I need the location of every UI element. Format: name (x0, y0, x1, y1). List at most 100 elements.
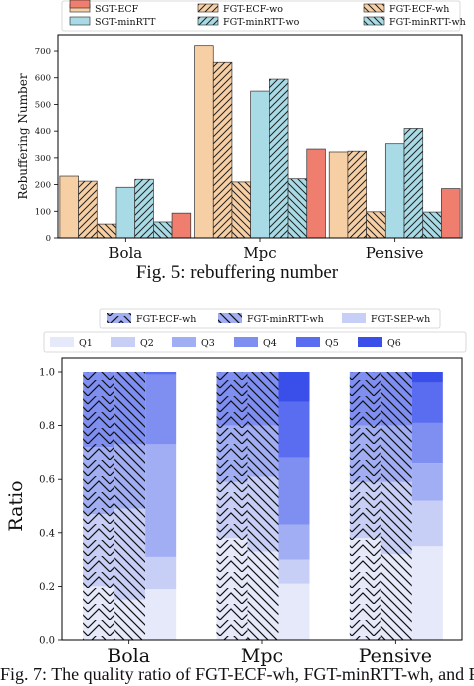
legend-hatch-fgt-ecf-wo (198, 4, 218, 12)
group-hatch-fgt-minrtt-wh (218, 313, 242, 323)
seg-mpc-fgt-sep-wh-q6 (278, 372, 310, 402)
level-label-q5: Q5 (325, 338, 339, 349)
rebuffering-chart: SGT-ECF FGT-ECF-wo FGT-ECF-wh SGT-minRTT FGT… (16, 0, 466, 262)
bar-mpc-sgt-ecf (194, 45, 214, 239)
seg-pensive-fgt-sep-wh-q1 (411, 546, 443, 640)
level-label-q3: Q3 (201, 338, 215, 349)
seg-mpc-fgt-sep-wh-q3 (278, 524, 310, 560)
fig5-legend: SGT-ECF FGT-ECF-wo FGT-ECF-wh SGT-minRTT FGT… (61, 0, 466, 32)
bar-hatch-pensive-fgt-ecf-wh (366, 211, 386, 238)
x-tick-label-pensive: Pensive (366, 244, 424, 262)
group-label-fgt-sep-wh: FGT-SEP-wh (371, 314, 430, 325)
bar-hatch-bola-fgt-ecf-wh (83, 372, 115, 640)
y-tick-label-0: 0 (46, 234, 51, 244)
bar-bola-sgt-minrtt (115, 186, 136, 239)
fig5-y-axis-label: Rebuffering Number (16, 73, 30, 199)
y-tick-label-600: 600 (35, 74, 51, 84)
seg-bola-fgt-sep-wh-q4 (145, 374, 177, 445)
bar-hatch-bola-fgt-ecf-wh (97, 224, 116, 238)
bar-hatch-pensive-fgt-minrtt-wh (380, 372, 412, 640)
seg-mpc-fgt-sep-wh-q4 (278, 457, 310, 525)
seg-bola-fgt-sep-wh-q3 (145, 444, 177, 557)
x-tick-label-mpc: Mpc (243, 244, 276, 262)
group-swatch-fgt-sep-wh (342, 313, 366, 323)
level-label-q4: Q4 (263, 338, 277, 349)
level-label-q1: Q1 (79, 338, 93, 349)
legend-label-fgt-ecf-wh: FGT-ECF-wh (389, 4, 449, 15)
seg-pensive-fgt-sep-wh-q5 (411, 382, 443, 423)
bar-pensive-sgt-ecf (328, 151, 349, 239)
figure-7-caption: Fig. 7: The quality ratio of FGT-ECF-wh,… (0, 664, 474, 684)
legend-label-fgt-minrtt-wh: FGT-minRTT-wh (389, 17, 466, 28)
y-tick-label-700: 700 (35, 47, 51, 57)
fig7-x-tick-label-mpc: Mpc (241, 645, 283, 667)
legend-swatch-fgt-sep-wh (69, 0, 91, 9)
bar-hatch-mpc-fgt-ecf-wh (216, 372, 248, 640)
level-swatch-q1 (50, 337, 74, 347)
level-swatch-q4 (234, 337, 258, 347)
legend-label-sgt-minrtt: SGT-minRTT (95, 17, 156, 28)
fig7-y-tick-label-0.4: 0.4 (39, 528, 55, 539)
bar-hatch-bola-fgt-minrtt-wh (153, 221, 173, 238)
bar-bola-sgt-ecf (59, 175, 79, 239)
level-label-q6: Q6 (387, 338, 401, 349)
y-tick-label-200: 200 (35, 181, 51, 191)
bar-hatch-bola-fgt-minrtt-wo (134, 179, 154, 238)
fig7-legend: FGT-ECF-wh FGT-minRTT-wh FGT-SEP-wh Q1 Q2 Q3 Q… (43, 308, 467, 353)
seg-pensive-fgt-sep-wh-q3 (411, 463, 443, 501)
level-swatch-q6 (358, 337, 382, 347)
seg-bola-fgt-sep-wh-q1 (145, 589, 177, 640)
seg-bola-fgt-sep-wh-q2 (145, 556, 177, 590)
bar-hatch-mpc-fgt-minrtt-wh (247, 372, 279, 640)
level-swatch-q3 (172, 337, 196, 347)
fig7-x-tick-label-pensive: Pensive (359, 645, 432, 667)
fig7-plot-frame (61, 357, 463, 641)
seg-pensive-fgt-sep-wh-q2 (411, 500, 443, 547)
seg-mpc-fgt-sep-wh-q2 (278, 559, 310, 584)
seg-mpc-fgt-sep-wh-q5 (278, 401, 310, 458)
fig7-y-tick-label-0.6: 0.6 (39, 475, 55, 486)
y-tick-label-300: 300 (35, 154, 51, 164)
fig7-y-tick-label-0: 0.0 (39, 636, 55, 647)
bar-mpc-sgt-minrtt (250, 90, 270, 239)
legend-hatch-fgt-minrtt-wh (364, 17, 384, 25)
legend-hatch-fgt-minrtt-wo (198, 17, 218, 25)
bar-hatch-mpc-fgt-ecf-wo (213, 62, 232, 238)
seg-pensive-fgt-sep-wh-q4 (411, 422, 443, 464)
bar-hatch-mpc-fgt-minrtt-wh (288, 178, 307, 238)
quality-ratio-chart: FGT-ECF-wh FGT-minRTT-wh FGT-SEP-wh Q1 Q2 Q3 Q… (5, 308, 467, 667)
group-hatch-fgt-ecf-wh (107, 313, 131, 323)
bar-mpc-fgt-sep-wh (306, 148, 326, 239)
bar-pensive-sgt-minrtt (384, 143, 405, 239)
level-swatch-q5 (296, 337, 320, 347)
fig5-legend-box (61, 0, 461, 32)
legend-label-fgt-sep-wh: FGT-SEP-wh (95, 0, 154, 3)
bar-hatch-pensive-fgt-ecf-wh (349, 372, 381, 640)
fig7-y-tick-label-1: 1.0 (39, 368, 55, 379)
fig7-y-axis-label: Ratio (5, 480, 27, 531)
bar-hatch-pensive-fgt-minrtt-wh (422, 212, 442, 238)
legend-label-sgt-ecf: SGT-ECF (95, 4, 139, 15)
fig7-y-tick-label-0.8: 0.8 (39, 421, 55, 432)
level-swatch-q2 (111, 337, 135, 347)
y-tick-label-100: 100 (35, 207, 51, 217)
bar-hatch-pensive-fgt-minrtt-wo (404, 128, 423, 238)
bar-pensive-fgt-sep-wh (441, 188, 461, 239)
legend-label-fgt-minrtt-wo: FGT-minRTT-wo (223, 17, 300, 28)
group-label-fgt-minrtt-wh: FGT-minRTT-wh (247, 314, 324, 325)
figure-5-caption: Fig. 5: rebuffering number (135, 262, 339, 283)
x-tick-label-bola: Bola (108, 244, 142, 262)
legend-label-fgt-ecf-wo: FGT-ECF-wo (223, 4, 283, 15)
legend-swatch-sgt-minrtt (69, 16, 91, 26)
bar-bola-fgt-sep-wh (171, 212, 192, 239)
bar-hatch-mpc-fgt-ecf-wh (231, 181, 251, 238)
fig7-y-tick-label-0.2: 0.2 (39, 582, 55, 593)
y-tick-label-400: 400 (35, 127, 51, 137)
fig7-x-tick-label-bola: Bola (107, 645, 150, 667)
bar-hatch-mpc-fgt-minrtt-wo (269, 79, 289, 239)
level-label-q2: Q2 (140, 338, 154, 349)
bar-hatch-bola-fgt-ecf-wo (78, 181, 98, 238)
bar-hatch-bola-fgt-minrtt-wh (114, 372, 146, 640)
fig5-plot-frame (57, 34, 463, 239)
legend-hatch-fgt-ecf-wh (364, 4, 384, 12)
